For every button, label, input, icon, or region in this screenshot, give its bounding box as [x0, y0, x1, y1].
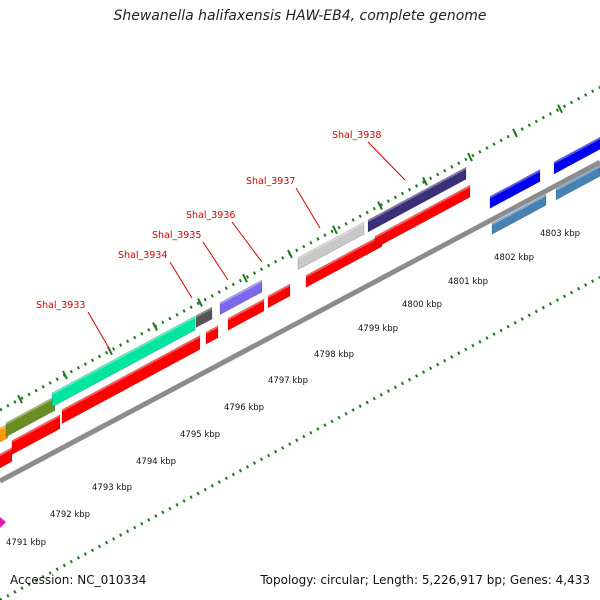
reverse-gene-6-shade [305, 234, 383, 278]
upper-tick [197, 297, 203, 307]
accession-label: Accession: NC_010334 [10, 573, 147, 587]
scale-label: 4793 kbp [92, 483, 132, 493]
gene-shal3935 [219, 279, 263, 316]
gene-steelblue-a [491, 193, 547, 235]
gene-label: Shal_3938 [332, 130, 381, 141]
topology-label: Topology: circular; Length: 5,226,917 bp… [260, 573, 590, 587]
gene-blue-a [489, 168, 541, 209]
reverse-gene-7-shade [374, 185, 471, 239]
upper-dotted-track [0, 85, 600, 412]
gene-blue-a-shade [489, 169, 541, 199]
reverse-gene-7 [374, 184, 471, 249]
upper-tick [467, 152, 473, 162]
gene-orange-shade [0, 423, 9, 431]
scale-label: 4797 kbp [268, 376, 308, 386]
gene-label: Shal_3937 [246, 176, 295, 187]
gene-shal3937 [297, 221, 365, 271]
upper-tick [242, 273, 248, 283]
reverse-gene-4-shade [227, 299, 265, 321]
upper-tick [332, 225, 338, 235]
gene-leader-1 [169, 261, 193, 299]
scale-label: 4791 kbp [6, 538, 46, 548]
upper-tick [377, 201, 383, 211]
reverse-gene-3 [205, 325, 219, 345]
reverse-gene-0 [0, 447, 13, 469]
genome-backbone [0, 159, 600, 484]
gene-label: Shal_3936 [186, 210, 235, 221]
upper-tick [17, 394, 23, 404]
upper-tick [287, 249, 293, 259]
reverse-gene-5-shade [267, 284, 291, 298]
lower-dotted-track [0, 275, 600, 600]
gene-label: Shal_3935 [152, 230, 201, 241]
gene-shal3938 [367, 166, 467, 233]
reverse-gene-0-shade [0, 447, 13, 457]
gene-blue-b-shade [553, 137, 600, 164]
reverse-gene-5 [267, 283, 291, 309]
gene-leader-3 [231, 221, 263, 263]
upper-tick [557, 104, 563, 114]
gene-shal3935-shade [219, 280, 263, 305]
gene-shal3934 [195, 306, 213, 329]
gene-shal3937-shade [297, 222, 365, 260]
reverse-gene-1 [11, 414, 61, 456]
gene-blue-b [553, 136, 600, 175]
scale-label: 4799 kbp [358, 324, 398, 334]
reverse-gene-3-shade [205, 325, 219, 335]
gene-leader-4 [295, 187, 321, 229]
map-title: Shewanella halifaxensis HAW-EB4, complet… [113, 8, 487, 24]
gene-steelblue-b [555, 164, 600, 201]
gene-shal3933 [51, 315, 196, 408]
gene-shal3933-shade [51, 316, 196, 395]
gene-shal3934-shade [195, 307, 213, 318]
scale-label: 4792 kbp [50, 510, 90, 520]
scale-label: 4794 kbp [136, 457, 176, 467]
reverse-gene-2 [61, 334, 201, 425]
gene-olive-shade [5, 396, 56, 425]
gene-leader-2 [202, 241, 229, 281]
scale-label: 4801 kbp [448, 277, 488, 287]
scale-label: 4798 kbp [314, 350, 354, 360]
reverse-gene-4 [227, 298, 265, 331]
scale-label: 4795 kbp [180, 430, 220, 440]
gene-label: Shal_3934 [118, 250, 167, 261]
upper-tick [62, 370, 68, 380]
gene-leader-0 [87, 311, 111, 351]
gene-magenta [0, 517, 6, 528]
gene-olive [5, 395, 56, 438]
upper-tick [512, 128, 518, 138]
gene-shal3938-shade [367, 167, 467, 222]
scale-label: 4802 kbp [494, 253, 534, 263]
scale-label: 4796 kbp [224, 403, 264, 413]
gene-steelblue-b-shade [555, 165, 600, 191]
reverse-gene-6 [305, 233, 383, 288]
upper-tick [152, 322, 158, 332]
upper-tick [422, 176, 428, 186]
reverse-gene-2-shade [61, 335, 201, 412]
gene-label: Shal_3933 [36, 300, 85, 311]
scale-label: 4803 kbp [540, 229, 580, 239]
gene-leader-5 [367, 141, 406, 181]
gene-steelblue-a-shade [491, 194, 547, 226]
reverse-gene-1-shade [11, 414, 61, 443]
scale-label: 4800 kbp [402, 300, 442, 310]
